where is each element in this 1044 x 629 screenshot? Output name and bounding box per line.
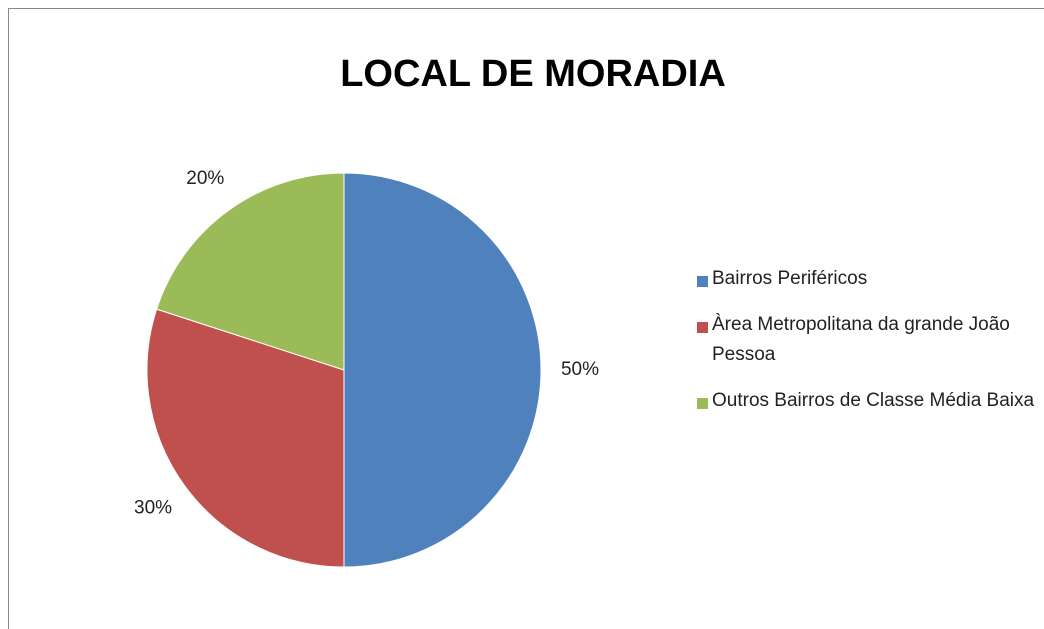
pie-slice (343, 172, 542, 568)
legend-entry: Bairros Periféricos (697, 270, 1044, 294)
legend-label: Outros Bairros de Classe Média Baixa (712, 390, 1035, 411)
legend-label: Àrea Metropolitana da grande João Pessoa (712, 314, 1010, 365)
pie-slice (156, 172, 345, 371)
legend-entry: Outros Bairros de Classe Média Baixa (697, 390, 1044, 416)
legend-swatch (697, 322, 708, 333)
legend-swatch (697, 276, 708, 287)
legend-label: Bairros Periféricos (712, 270, 868, 289)
data-label: 20% (186, 168, 224, 189)
pie-slice (146, 308, 345, 568)
data-label: 50% (561, 359, 599, 380)
legend-swatch (697, 398, 708, 409)
chart-frame (8, 8, 1044, 629)
data-label: 30% (134, 498, 172, 519)
legend: Bairros Periféricos Àrea Metropolitana da… (697, 270, 1044, 438)
legend-entry: Àrea Metropolitana da grande João Pessoa (697, 314, 1044, 370)
chart-title: LOCAL DE MORADIA (340, 53, 726, 95)
